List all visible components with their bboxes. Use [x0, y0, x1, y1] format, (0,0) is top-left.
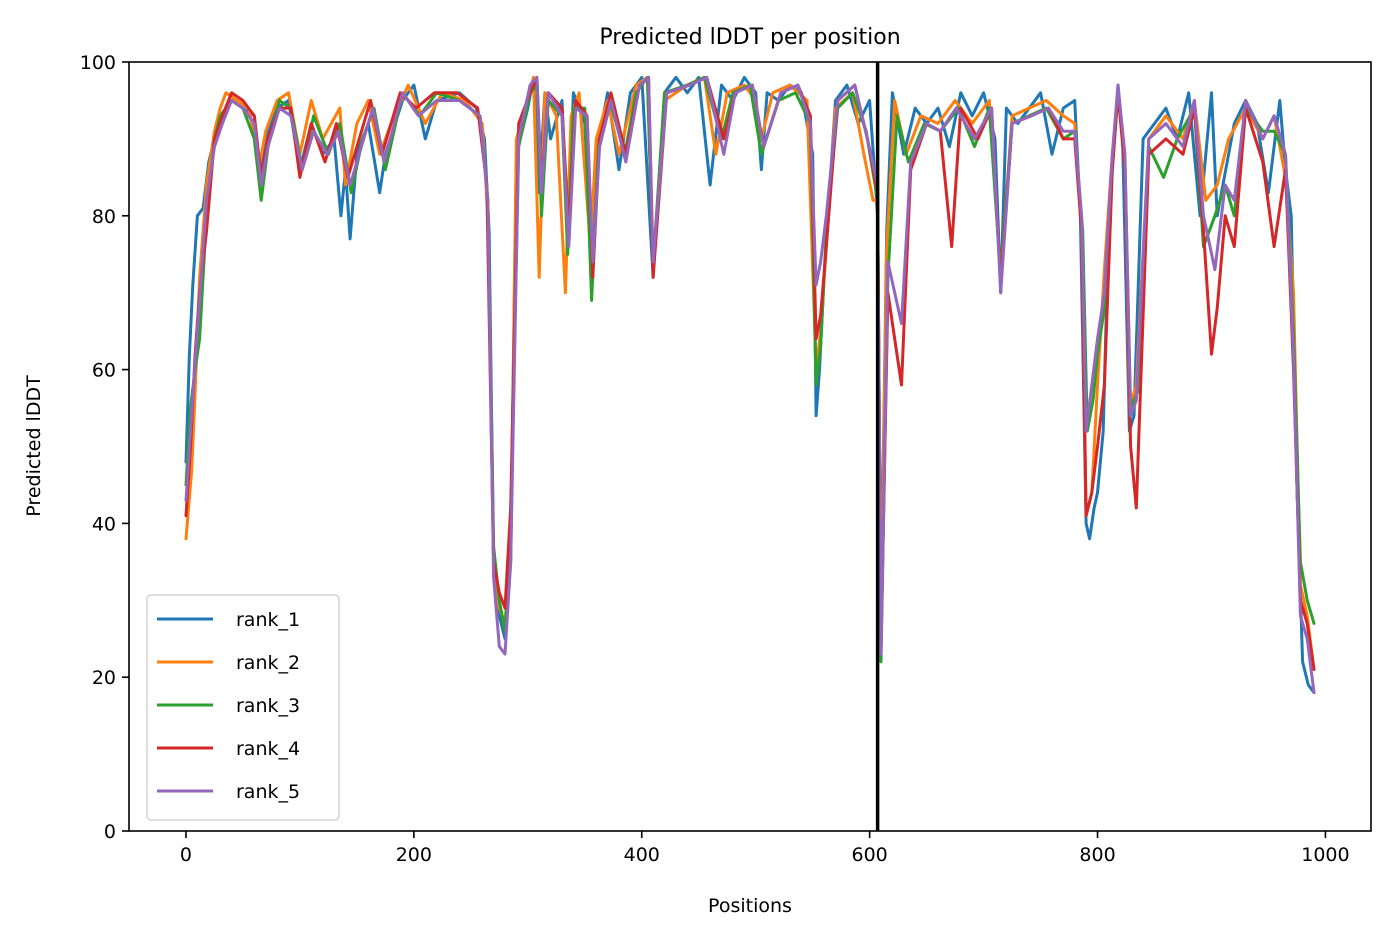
- y-axis-ticks: 0 20 40 60 80 100: [80, 52, 129, 843]
- y-tick-label: 100: [80, 52, 116, 74]
- y-tick-label: 20: [92, 667, 116, 689]
- x-tick-label: 1000: [1301, 844, 1349, 866]
- x-tick-label: 200: [396, 844, 432, 866]
- chart-title: Predicted lDDT per position: [599, 25, 900, 50]
- legend-label-rank_2: rank_2: [236, 652, 300, 674]
- y-tick-label: 40: [92, 513, 116, 535]
- series-line-rank_5: [184, 75, 1316, 695]
- x-tick-label: 400: [624, 844, 660, 866]
- y-tick-label: 80: [92, 206, 116, 228]
- x-tick-label: 800: [1079, 844, 1115, 866]
- legend-label-rank_4: rank_4: [236, 738, 300, 760]
- y-tick-label: 0: [104, 821, 116, 843]
- y-axis-label: Predicted lDDT: [23, 375, 45, 517]
- x-tick-label: 600: [852, 844, 888, 866]
- legend: rank_1 rank_2 rank_3 rank_4 rank_5: [146, 594, 340, 821]
- plot-frame: [128, 61, 1372, 832]
- legend-label-rank_3: rank_3: [236, 695, 300, 717]
- y-tick-label: 60: [92, 360, 116, 382]
- x-tick-label: 0: [180, 844, 192, 866]
- legend-box: [146, 594, 340, 821]
- legend-label-rank_1: rank_1: [236, 609, 300, 631]
- x-axis-label: Positions: [708, 895, 792, 917]
- x-axis-ticks: 0 200 400 600 800 1000: [180, 831, 1350, 866]
- legend-label-rank_5: rank_5: [236, 781, 300, 803]
- series-layer: [184, 75, 1316, 695]
